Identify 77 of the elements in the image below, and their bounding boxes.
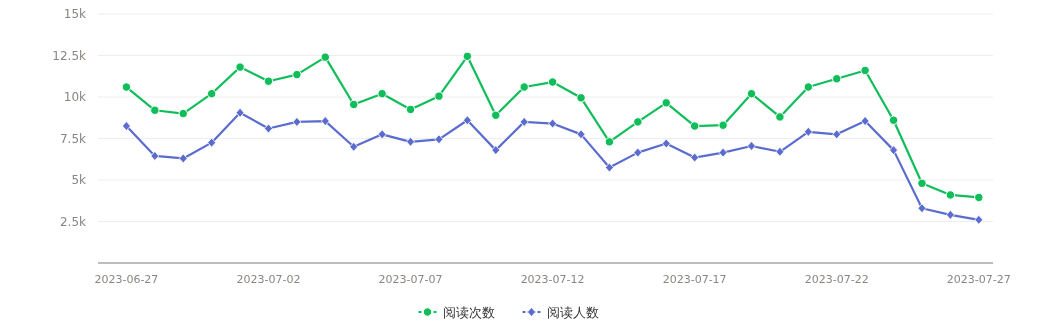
y-tick-label: 15k [63,7,87,21]
y-tick-label: 7.5k [59,131,87,146]
point [775,146,785,157]
point [349,99,359,110]
x-tick-label: 2023-06-27 [94,273,159,286]
point [945,190,956,200]
point [718,120,728,130]
point [661,98,671,108]
point [178,153,188,164]
point [832,74,842,84]
point [746,88,757,99]
point [917,203,927,214]
point [576,93,586,103]
point [377,88,387,99]
y-tick-label: 2.5k [59,214,87,229]
point [747,141,756,151]
point [633,117,643,127]
x-tick-label: 2023-07-27 [946,273,1011,286]
point [434,134,444,145]
point [689,121,700,131]
point [548,118,557,129]
x-tick-label: 2023-07-17 [662,273,727,286]
point [462,51,473,62]
point [718,147,728,158]
legend-label: 阅读次数 [442,305,495,320]
point [974,192,984,203]
point [150,151,160,161]
x-tick-label: 2023-07-22 [804,273,869,286]
point [320,52,330,62]
point [150,105,160,115]
point [519,82,529,92]
point [576,129,586,140]
point [122,121,131,131]
point [633,147,643,158]
point [206,88,217,99]
point [405,104,416,115]
point [690,152,700,163]
legend-label: 阅读人数 [546,305,599,320]
point [917,178,927,189]
point [207,137,217,148]
point [888,115,899,125]
point [406,136,415,147]
point [661,138,671,149]
x-tick-label: 2023-07-07 [378,273,443,286]
point [264,123,273,134]
point [547,77,558,87]
point [604,137,615,147]
point [803,82,814,92]
point [377,129,387,140]
point [775,112,785,122]
y-tick-label: 5k [71,173,87,187]
point [462,115,472,126]
point [349,141,359,152]
y-tick-label: 12.5k [52,48,87,63]
x-tick-label: 2023-07-12 [520,273,585,286]
point [491,145,501,156]
point [974,214,984,225]
point [235,107,245,118]
point [945,209,955,220]
point [889,145,898,156]
point [803,126,813,137]
point [860,65,870,76]
point [292,117,302,127]
point [121,82,132,92]
point [434,91,444,101]
y-tick-label: 10k [63,90,87,104]
point [263,76,274,86]
point [860,116,870,126]
point [320,116,330,126]
point [491,110,501,120]
point [178,108,188,119]
point [519,117,529,127]
point [605,162,614,173]
point [235,62,245,72]
point [832,129,842,140]
x-tick-label: 2023-07-02 [236,273,301,286]
point [292,69,302,80]
